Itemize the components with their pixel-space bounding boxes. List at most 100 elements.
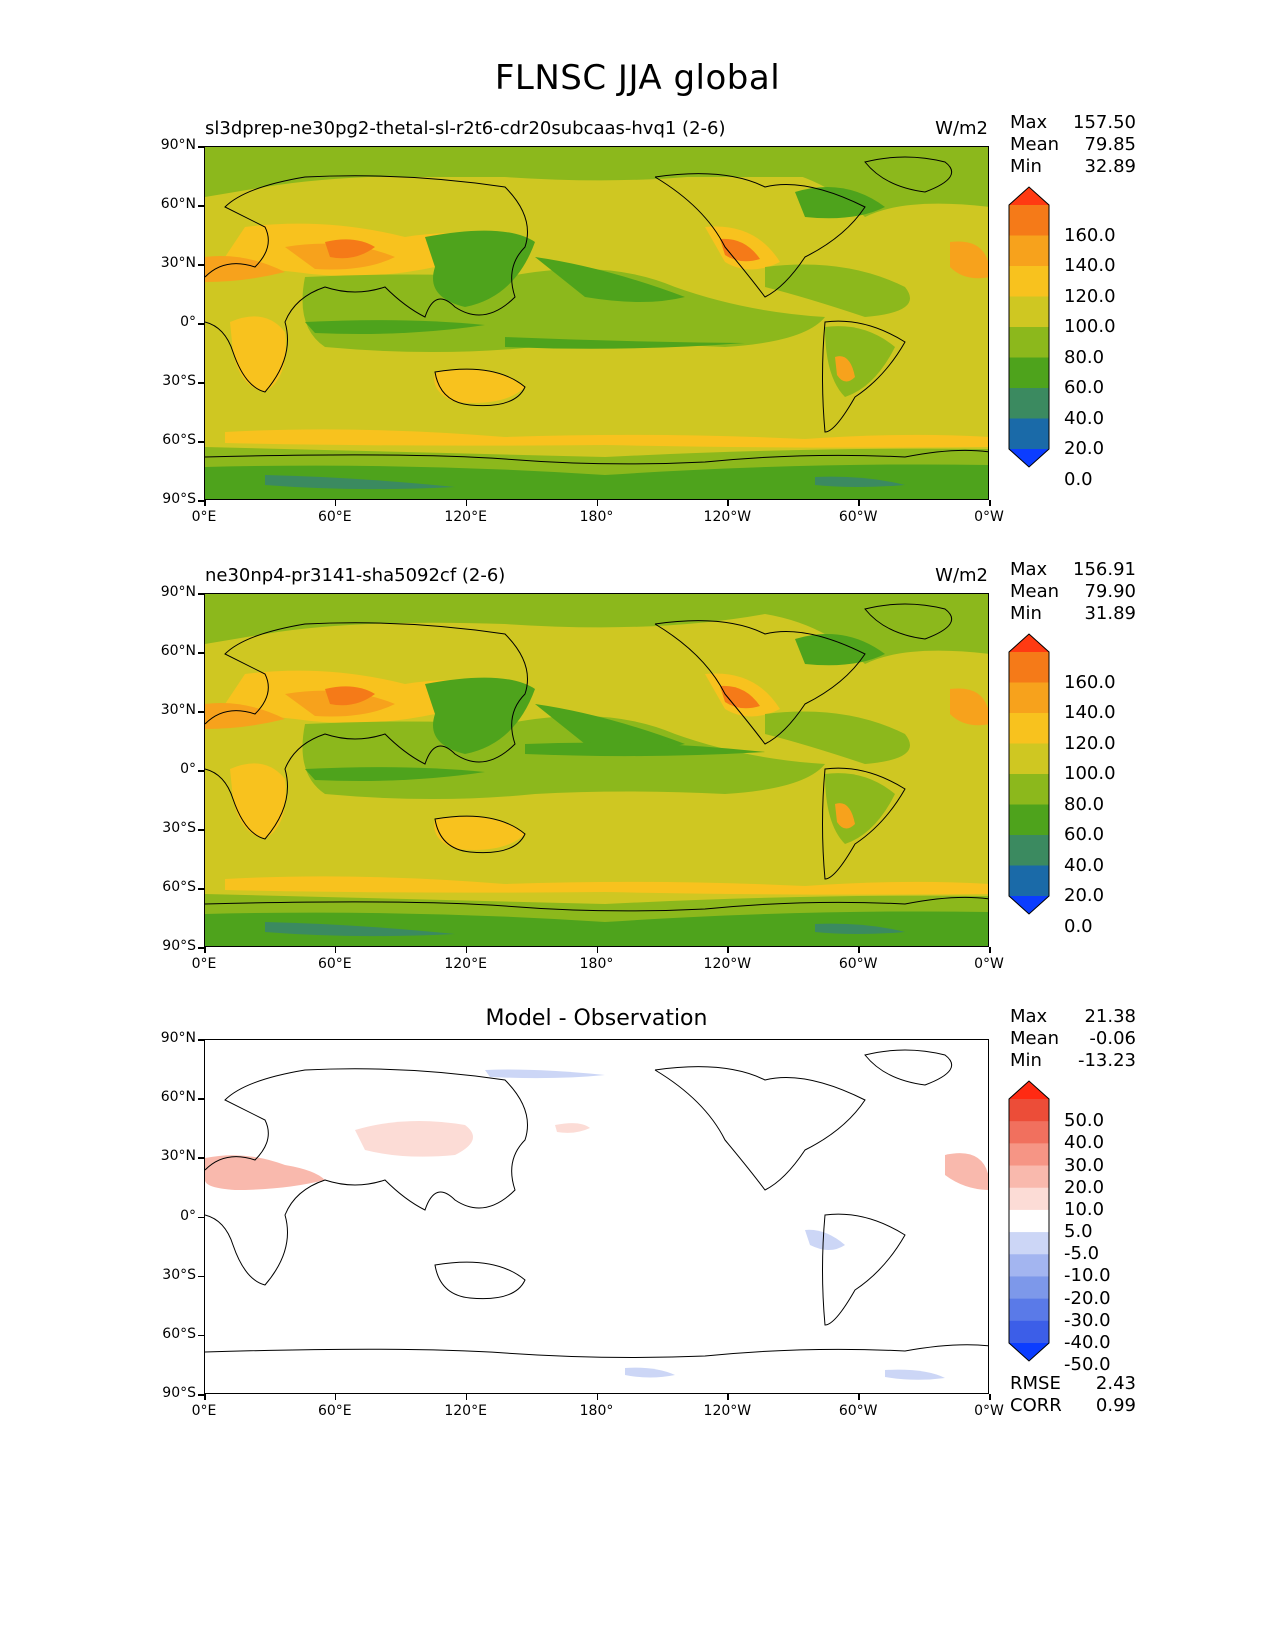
panel2-units: W/m2 [935,565,988,586]
colorbar-tick-label: 140.0 [1064,702,1116,723]
colorbar-tick-label: -5.0 [1064,1243,1100,1265]
colorbar-swatch [1009,682,1049,714]
lon-tick-label: 120°W [703,509,752,525]
lat-tick [198,441,204,443]
lon-tick [989,1394,991,1400]
lat-tick [198,1275,204,1278]
lon-tick-label: 0°W [974,509,1004,525]
colorbar-swatch [1009,1320,1049,1344]
panel2-stats: Max 156.91 Mean 79.90 Min 31.89 [1010,559,1136,625]
colorbar-tick-label: 100.0 [1064,316,1116,337]
lon-tick-label: 120°E [444,956,487,972]
colorbar-swatch [1009,1298,1049,1322]
lat-tick-label: 60°N [160,196,196,212]
lon-tick [858,500,860,506]
lat-tick [198,264,204,266]
lat-tick [198,829,204,831]
panel3-title: Model - Observation [485,1006,708,1031]
colorbar-tick-label: 60.0 [1064,377,1105,398]
lat-tick [198,500,204,502]
lon-tick [989,947,991,953]
lat-tick-label: 30°N [160,702,196,718]
colorbar-tick-label: 80.0 [1064,346,1105,368]
lat-tick [198,593,204,595]
lon-tick [727,1394,729,1400]
stat-label: Max [1010,1006,1048,1027]
lon-tick [989,500,991,506]
colorbar-tick-label: 100.0 [1064,763,1116,784]
colorbar-tick-label: 5.0 [1064,1221,1093,1243]
lon-tick [596,947,598,953]
lon-tick-label: 0°E [191,956,217,972]
lon-tick [334,947,337,953]
lon-tick-label: 120°E [444,509,487,525]
lat-tick-label: 90°S [162,938,196,954]
lon-tick-label: 180° [579,956,614,972]
colorbar-swatch [1009,1209,1049,1233]
colorbar-swatch [1009,835,1049,866]
lon-tick [858,1394,860,1400]
colorbar [1008,1080,1050,1362]
panel3-map [204,1039,989,1394]
lat-tick-label: 60°S [162,879,196,895]
colorbar-swatch [1009,1121,1049,1144]
colorbar-swatch [1009,266,1049,297]
lon-tick-label: 120°E [444,1403,487,1419]
lat-tick [198,1394,204,1396]
colorbar-tick-label: 30.0 [1064,1154,1105,1176]
lon-tick-label: 0°E [191,509,217,525]
stat-value: 156.91 [1073,559,1136,580]
stat-value: 2.43 [1095,1373,1136,1394]
lon-tick [204,1394,206,1400]
lon-tick [727,500,729,506]
colorbar-tick-label: 40.0 [1064,854,1105,876]
lat-tick [198,888,204,890]
lat-tick [198,770,204,772]
colorbar-tick-label: 160.0 [1064,671,1116,693]
lon-tick-label: 180° [579,509,614,525]
colorbar-tick-label: 20.0 [1064,438,1105,459]
colorbar-swatch [1009,652,1049,683]
colorbar [1008,186,1050,468]
lon-tick-label: 0°E [191,1403,217,1419]
colorbar-outline [1008,633,1050,915]
stat-label: Min [1010,603,1042,624]
lon-tick-label: 60°E [317,1403,352,1419]
lon-tick-label: 60°W [838,509,878,525]
colorbar-tick-label: 0.0 [1064,915,1093,937]
colorbar-swatch [1009,804,1049,836]
colorbar-extend-max [1009,1081,1049,1099]
colorbar-tick-label: 160.0 [1064,224,1116,246]
lat-tick [198,146,204,148]
lat-tick-label: 0° [180,1207,196,1224]
panel1-title: sl3dprep-ne30pg2-thetal-sl-r2t6-cdr20sub… [205,118,726,139]
lat-tick-label: 30°S [162,373,196,389]
colorbar-tick-label: -20.0 [1064,1287,1111,1309]
colorbar-swatch [1009,1276,1049,1300]
colorbar-tick-label: 20.0 [1064,1176,1105,1198]
colorbar [1008,633,1050,915]
lon-tick [204,500,206,506]
stat-value: 32.89 [1084,156,1136,177]
colorbar-tick-label: 50.0 [1064,1110,1105,1132]
figure-title: FLNSC JJA global [494,58,781,98]
panel3-error-stats: RMSE 2.43 CORR 0.99 [1010,1373,1136,1417]
colorbar-outline [1008,186,1050,468]
lon-tick [596,500,598,506]
lon-tick-label: 60°E [317,956,352,972]
lat-tick-label: 90°S [162,491,196,507]
lon-tick [465,947,468,953]
lon-tick-label: 60°W [838,1403,878,1419]
lat-tick-label: 30°N [160,255,196,271]
colorbar-swatch [1009,1099,1049,1122]
lat-tick-label: 60°S [162,432,196,448]
stat-label: Mean [1010,1028,1060,1049]
colorbar-swatch [1009,235,1049,267]
lat-tick [198,1157,204,1159]
stat-value: 157.50 [1073,112,1136,133]
lon-tick [334,1394,337,1400]
lat-tick-label: 90°N [160,137,196,153]
colorbar-swatch [1009,865,1049,897]
panel3-stats: Max 21.38 Mean -0.06 Min -13.23 [1010,1006,1136,1072]
colorbar-swatch [1009,1232,1049,1255]
